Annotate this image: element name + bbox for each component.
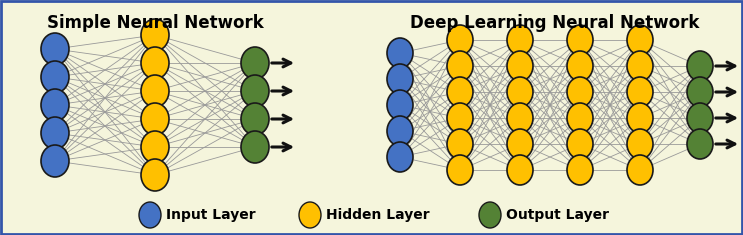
Text: Hidden Layer: Hidden Layer: [326, 208, 429, 222]
Ellipse shape: [387, 90, 413, 120]
Ellipse shape: [507, 129, 533, 159]
Ellipse shape: [447, 77, 473, 107]
Text: Input Layer: Input Layer: [166, 208, 256, 222]
Ellipse shape: [41, 33, 69, 65]
Ellipse shape: [567, 103, 593, 133]
Ellipse shape: [387, 116, 413, 146]
Ellipse shape: [141, 19, 169, 51]
Ellipse shape: [41, 145, 69, 177]
Ellipse shape: [141, 47, 169, 79]
Ellipse shape: [447, 103, 473, 133]
Ellipse shape: [507, 51, 533, 81]
Ellipse shape: [507, 77, 533, 107]
Ellipse shape: [507, 155, 533, 185]
Ellipse shape: [627, 155, 653, 185]
Ellipse shape: [687, 129, 713, 159]
Ellipse shape: [41, 61, 69, 93]
Ellipse shape: [387, 38, 413, 68]
Text: Simple Neural Network: Simple Neural Network: [47, 14, 263, 32]
Ellipse shape: [567, 129, 593, 159]
Ellipse shape: [41, 117, 69, 149]
Ellipse shape: [387, 142, 413, 172]
Ellipse shape: [447, 155, 473, 185]
Ellipse shape: [241, 75, 269, 107]
Ellipse shape: [41, 89, 69, 121]
Ellipse shape: [387, 64, 413, 94]
Ellipse shape: [627, 25, 653, 55]
Ellipse shape: [299, 202, 321, 228]
Ellipse shape: [687, 77, 713, 107]
Ellipse shape: [241, 103, 269, 135]
Ellipse shape: [627, 129, 653, 159]
Ellipse shape: [627, 51, 653, 81]
Ellipse shape: [567, 77, 593, 107]
Ellipse shape: [567, 155, 593, 185]
Text: Deep Learning Neural Network: Deep Learning Neural Network: [410, 14, 700, 32]
Ellipse shape: [139, 202, 161, 228]
Ellipse shape: [141, 131, 169, 163]
Ellipse shape: [507, 103, 533, 133]
Ellipse shape: [627, 77, 653, 107]
Ellipse shape: [567, 25, 593, 55]
Ellipse shape: [447, 51, 473, 81]
Ellipse shape: [447, 129, 473, 159]
Ellipse shape: [479, 202, 501, 228]
Ellipse shape: [447, 25, 473, 55]
Ellipse shape: [687, 103, 713, 133]
Ellipse shape: [141, 75, 169, 107]
Ellipse shape: [507, 25, 533, 55]
Ellipse shape: [567, 51, 593, 81]
Text: Output Layer: Output Layer: [506, 208, 609, 222]
Ellipse shape: [141, 103, 169, 135]
Ellipse shape: [687, 51, 713, 81]
Ellipse shape: [627, 103, 653, 133]
Ellipse shape: [241, 131, 269, 163]
Ellipse shape: [241, 47, 269, 79]
Ellipse shape: [141, 159, 169, 191]
